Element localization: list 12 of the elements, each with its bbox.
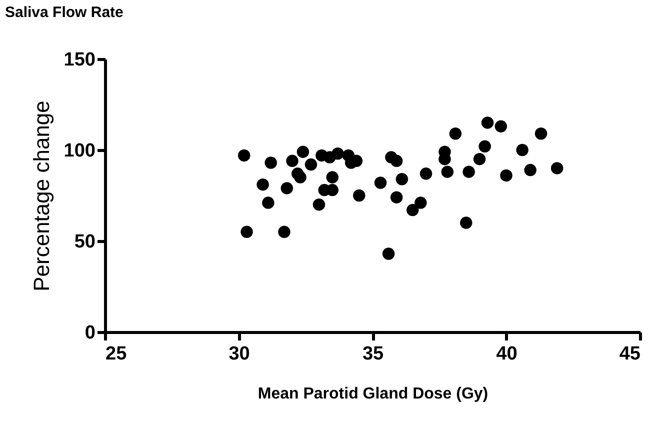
x-axis-title: Mean Parotid Gland Dose (Gy): [258, 386, 488, 402]
y-tick-label: 0: [84, 322, 96, 344]
y-tick-label: 50: [74, 232, 96, 252]
y-tick-label: 100: [64, 140, 96, 162]
y-tick-label: 150: [64, 50, 96, 70]
chart-title: Saliva Flow Rate: [5, 4, 124, 21]
x-tick-label: 25: [106, 344, 128, 364]
x-tick-label: 35: [362, 344, 384, 364]
x-tick-label: 45: [619, 344, 641, 364]
y-axis-title: Percentage change: [28, 100, 54, 292]
x-tick-label: 40: [496, 344, 518, 364]
x-tick-label: 30: [228, 344, 250, 364]
